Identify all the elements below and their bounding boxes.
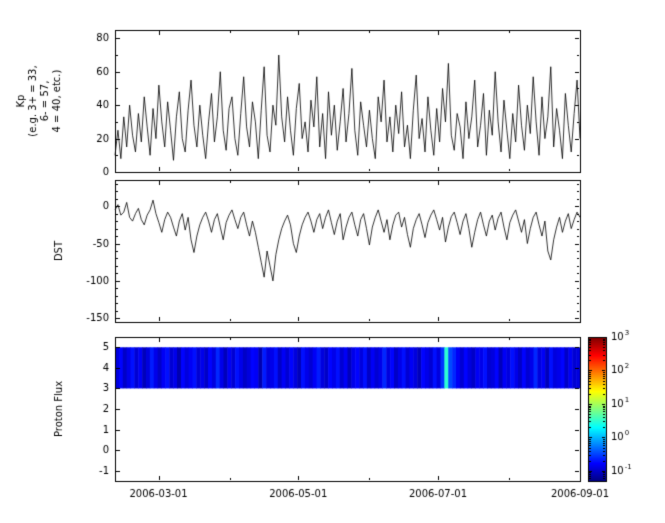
flux-colorbar: [588, 337, 606, 481]
dst-panel: [115, 180, 580, 322]
kp-panel: [115, 30, 580, 172]
proton-flux-panel: [115, 337, 580, 481]
